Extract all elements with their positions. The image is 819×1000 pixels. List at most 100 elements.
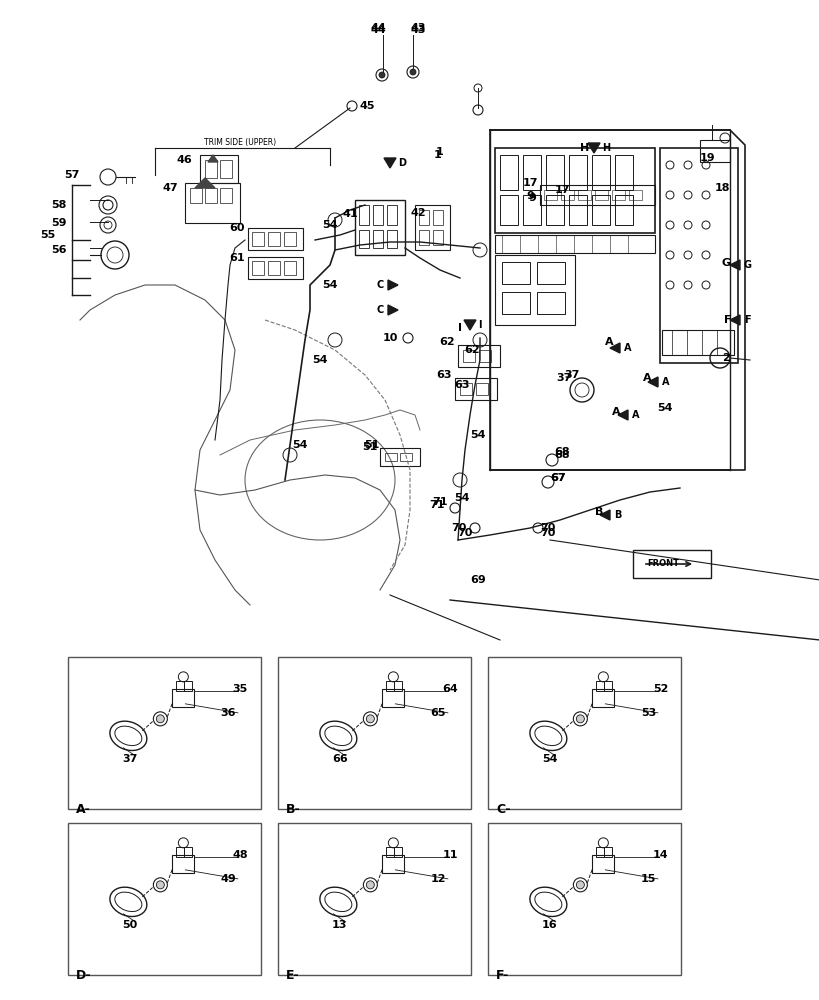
- Bar: [577, 190, 590, 200]
- Text: 54: 54: [322, 220, 337, 230]
- Text: 53: 53: [640, 708, 655, 718]
- Text: 46: 46: [176, 155, 192, 165]
- Bar: [560, 190, 573, 200]
- Text: 71: 71: [429, 500, 445, 510]
- Text: 54: 54: [541, 754, 557, 764]
- Bar: [568, 155, 586, 190]
- Bar: [458, 345, 500, 367]
- Text: 15: 15: [640, 874, 655, 884]
- Text: A: A: [604, 337, 613, 347]
- Bar: [268, 261, 279, 275]
- Bar: [475, 383, 487, 395]
- Bar: [628, 190, 641, 200]
- Bar: [68, 823, 260, 975]
- Text: 63: 63: [454, 380, 469, 390]
- Text: A: A: [611, 407, 620, 417]
- Text: 55: 55: [39, 230, 55, 240]
- Text: D: D: [397, 158, 405, 168]
- Text: A: A: [623, 343, 631, 353]
- Text: 62: 62: [464, 345, 479, 355]
- Text: 57: 57: [65, 170, 80, 180]
- Circle shape: [410, 69, 415, 75]
- Bar: [247, 228, 303, 250]
- Text: 44: 44: [369, 25, 386, 35]
- Bar: [176, 681, 184, 691]
- Circle shape: [156, 881, 164, 889]
- Bar: [495, 148, 654, 233]
- Text: 54: 54: [322, 280, 337, 290]
- Bar: [661, 330, 733, 355]
- Bar: [478, 350, 491, 362]
- Text: 62: 62: [439, 337, 455, 347]
- Text: 17: 17: [554, 185, 569, 195]
- Text: 37: 37: [556, 373, 572, 383]
- Text: 48: 48: [233, 850, 248, 860]
- Bar: [495, 255, 574, 325]
- Text: 56: 56: [52, 245, 67, 255]
- Bar: [382, 855, 404, 873]
- Text: A: A: [661, 377, 668, 387]
- Bar: [190, 188, 201, 203]
- Bar: [394, 681, 402, 691]
- Text: 9: 9: [526, 191, 533, 201]
- Circle shape: [378, 72, 385, 78]
- Bar: [172, 855, 194, 873]
- Bar: [278, 823, 470, 975]
- Text: F-: F-: [495, 969, 509, 982]
- Text: I: I: [458, 323, 461, 333]
- Text: 70: 70: [540, 523, 555, 533]
- Bar: [419, 230, 428, 245]
- Text: 2: 2: [721, 353, 729, 363]
- Bar: [543, 190, 556, 200]
- Polygon shape: [195, 178, 215, 188]
- Bar: [604, 681, 612, 691]
- Bar: [268, 232, 279, 246]
- Text: B-: B-: [286, 803, 301, 816]
- Bar: [591, 155, 609, 190]
- Text: 54: 54: [454, 493, 469, 503]
- Circle shape: [576, 881, 584, 889]
- Bar: [176, 847, 184, 857]
- Bar: [355, 200, 405, 255]
- Text: TRIM SIDE (UPPER): TRIM SIDE (UPPER): [204, 138, 276, 147]
- Text: 1: 1: [433, 150, 441, 160]
- Text: 45: 45: [360, 101, 375, 111]
- Bar: [487, 823, 680, 975]
- Bar: [219, 188, 232, 203]
- Polygon shape: [647, 377, 657, 387]
- Bar: [200, 155, 238, 183]
- Text: 37: 37: [122, 754, 138, 764]
- Bar: [184, 847, 192, 857]
- Bar: [632, 550, 710, 578]
- Bar: [386, 847, 394, 857]
- Text: A: A: [631, 410, 639, 420]
- Bar: [283, 261, 296, 275]
- Text: 54: 54: [312, 355, 328, 365]
- Bar: [386, 681, 394, 691]
- Text: 35: 35: [233, 684, 247, 694]
- Circle shape: [366, 715, 374, 723]
- Text: 70: 70: [540, 528, 555, 538]
- Circle shape: [576, 715, 584, 723]
- Bar: [540, 185, 654, 205]
- Text: 66: 66: [332, 754, 347, 764]
- Polygon shape: [600, 510, 609, 520]
- Bar: [278, 657, 470, 809]
- Bar: [68, 657, 260, 809]
- Text: 37: 37: [564, 370, 579, 380]
- Text: 68: 68: [554, 450, 569, 460]
- Bar: [414, 205, 450, 250]
- Bar: [611, 190, 624, 200]
- Bar: [455, 378, 496, 400]
- Bar: [387, 230, 396, 248]
- Text: 18: 18: [713, 183, 729, 193]
- Text: 64: 64: [442, 684, 458, 694]
- Bar: [459, 383, 472, 395]
- Text: 67: 67: [550, 473, 565, 483]
- Polygon shape: [387, 305, 397, 315]
- Polygon shape: [387, 280, 397, 290]
- Text: 51: 51: [362, 442, 378, 452]
- Bar: [359, 230, 369, 248]
- Bar: [545, 155, 563, 190]
- Text: 60: 60: [229, 223, 245, 233]
